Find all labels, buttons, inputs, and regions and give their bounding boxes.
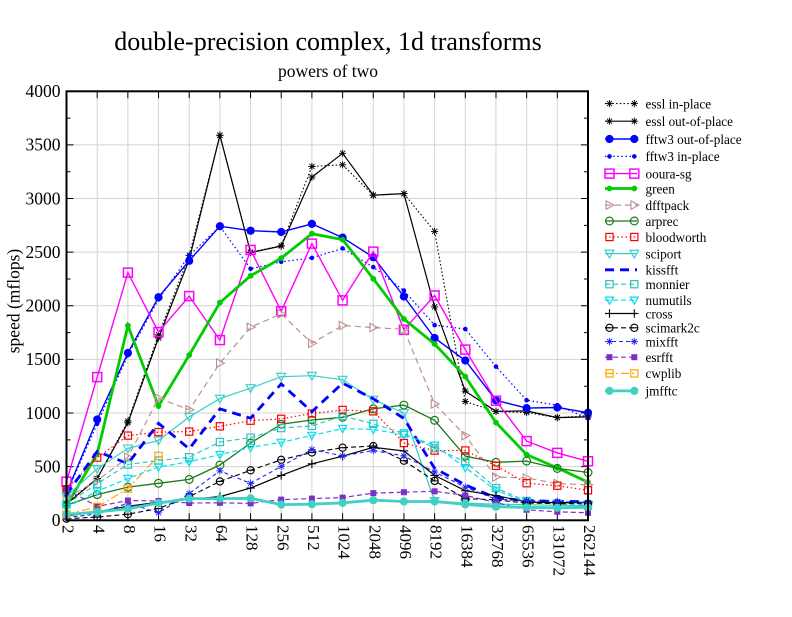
svg-text:cross: cross — [646, 306, 673, 321]
svg-text:arprec: arprec — [646, 214, 679, 229]
svg-text:16: 16 — [151, 525, 170, 542]
svg-text:500: 500 — [34, 457, 61, 477]
svg-text:sciport: sciport — [646, 246, 682, 261]
svg-text:512: 512 — [304, 525, 323, 551]
svg-text:kissfft: kissfft — [646, 263, 679, 278]
svg-text:essl out-of-place: essl out-of-place — [646, 114, 734, 129]
svg-text:esrfft: esrfft — [646, 350, 674, 365]
svg-text:fftw3 in-place: fftw3 in-place — [646, 149, 720, 164]
svg-text:2: 2 — [59, 525, 78, 534]
svg-text:64: 64 — [212, 525, 231, 543]
svg-text:essl in-place: essl in-place — [646, 96, 712, 111]
svg-text:2048: 2048 — [365, 525, 384, 559]
svg-text:8192: 8192 — [427, 525, 446, 559]
svg-text:128: 128 — [243, 525, 262, 551]
svg-text:dfftpack: dfftpack — [646, 198, 690, 213]
svg-text:16384: 16384 — [457, 525, 476, 568]
svg-text:1000: 1000 — [26, 403, 61, 423]
svg-text:bloodworth: bloodworth — [646, 230, 707, 245]
svg-text:256: 256 — [273, 525, 292, 551]
svg-text:8: 8 — [120, 525, 139, 534]
svg-text:1500: 1500 — [26, 349, 61, 369]
svg-text:powers of two: powers of two — [278, 61, 378, 81]
svg-text:3500: 3500 — [26, 135, 61, 155]
svg-text:cwplib: cwplib — [646, 366, 682, 381]
svg-text:ooura-sg: ooura-sg — [646, 166, 693, 181]
svg-text:mixfft: mixfft — [646, 334, 679, 349]
svg-text:4096: 4096 — [396, 525, 415, 559]
svg-text:green: green — [646, 181, 676, 196]
svg-text:32: 32 — [181, 525, 200, 542]
svg-text:fftw3 out-of-place: fftw3 out-of-place — [646, 132, 742, 147]
svg-text:4000: 4000 — [26, 81, 61, 101]
svg-text:speed (mflops): speed (mflops) — [4, 249, 24, 354]
svg-text:4: 4 — [89, 525, 108, 534]
svg-text:3000: 3000 — [26, 188, 61, 208]
svg-text:2000: 2000 — [26, 296, 61, 316]
svg-text:1024: 1024 — [335, 525, 354, 560]
svg-text:double-precision complex, 1d t: double-precision complex, 1d transforms — [114, 27, 541, 56]
svg-text:131072: 131072 — [549, 525, 568, 576]
svg-text:2500: 2500 — [26, 242, 61, 262]
svg-text:jmfftc: jmfftc — [645, 384, 678, 399]
svg-text:262144: 262144 — [580, 525, 599, 577]
svg-text:0: 0 — [52, 510, 61, 530]
svg-text:32768: 32768 — [488, 525, 507, 568]
svg-text:numutils: numutils — [646, 293, 692, 308]
svg-text:scimark2c: scimark2c — [646, 321, 700, 336]
svg-text:monnier: monnier — [646, 277, 691, 292]
svg-text:65536: 65536 — [519, 525, 538, 568]
